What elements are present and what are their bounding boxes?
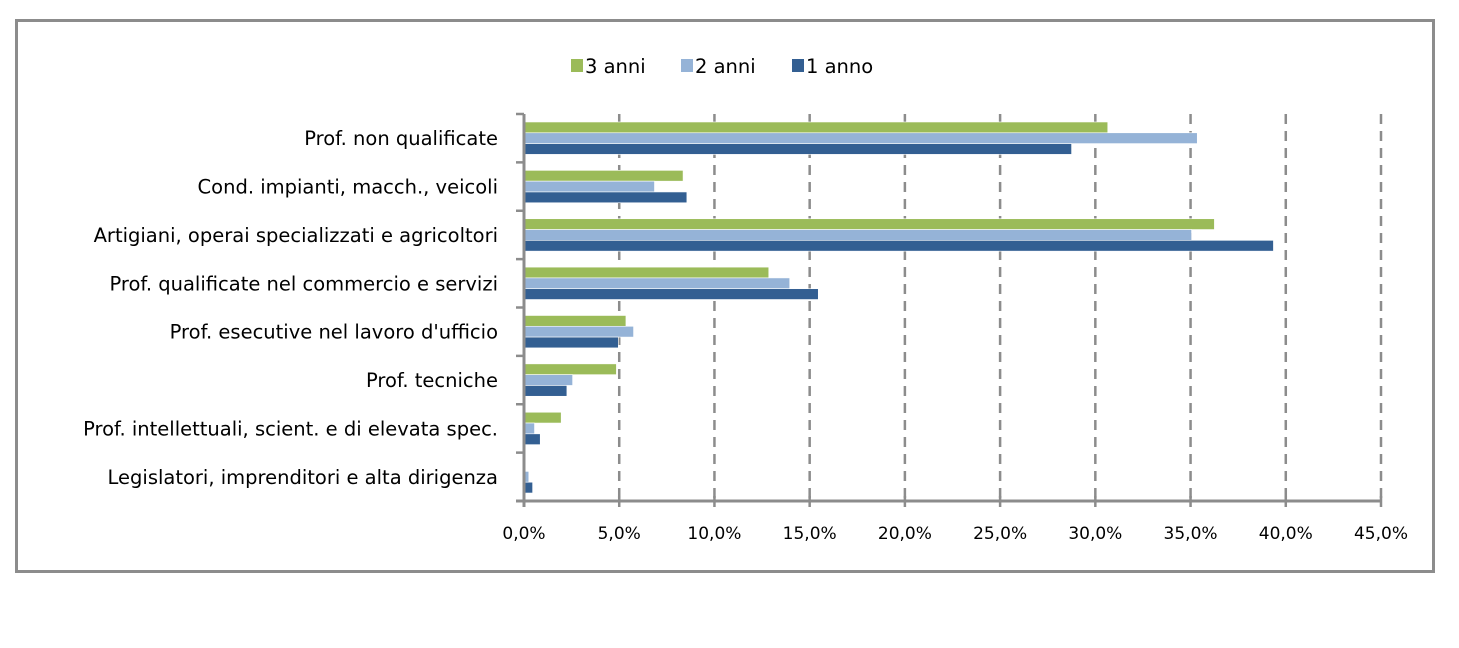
category-label: Prof. tecniche [366, 369, 498, 392]
category-label: Prof. qualificate nel commercio e serviz… [109, 272, 498, 295]
bar [524, 143, 1072, 155]
bar [524, 121, 1109, 134]
bar [524, 132, 1198, 144]
bar [524, 411, 562, 424]
bars [524, 121, 1274, 494]
bar [524, 374, 573, 386]
category-label: Legislatori, imprenditori e alta dirigen… [108, 466, 499, 489]
legend-swatch [571, 59, 583, 72]
bar [524, 277, 791, 290]
bar [524, 180, 655, 193]
category-label: Artigiani, operai specializzati e agrico… [94, 224, 498, 247]
legend-swatch [792, 59, 804, 72]
category-label: Cond. impianti, macch., veicoli [198, 176, 498, 199]
bar [524, 229, 1192, 241]
bar [524, 315, 627, 327]
labels: 0,0% 5,0% 10,0% 15,0% 20,0% 25,0% 30,0% 35,0% 40… [83, 127, 1408, 544]
x-tick-label: 20,0% [878, 524, 932, 544]
legend: 3 anni 2 anni 1 anno [571, 55, 873, 78]
bar [524, 240, 1274, 252]
legend-swatch [681, 59, 693, 72]
x-tick-label: 40,0% [1259, 524, 1313, 544]
bar [524, 363, 617, 375]
axes [516, 112, 1383, 507]
category-label: Prof. non qualificate [304, 127, 498, 150]
bar [524, 336, 619, 349]
category-label: Prof. intellettuali, scient. e di elevat… [83, 417, 498, 440]
legend-item: 2 anni [681, 55, 756, 78]
bar [524, 288, 819, 300]
legend-label: 2 anni [695, 55, 756, 78]
bar [524, 325, 634, 338]
bar [524, 191, 688, 204]
bar [524, 385, 568, 397]
x-tick-label: 45,0% [1354, 524, 1408, 544]
bar [524, 422, 535, 435]
x-tick-label: 0,0% [502, 524, 545, 544]
bar [524, 170, 684, 182]
bar [524, 218, 1215, 230]
x-tick-label: 35,0% [1164, 524, 1218, 544]
legend-label: 3 anni [585, 55, 646, 78]
x-tick-label: 25,0% [973, 524, 1027, 544]
category-label: Prof. esecutive nel lavoro d'ufficio [170, 321, 498, 344]
legend-item: 1 anno [792, 55, 873, 78]
gridlines [617, 114, 1383, 501]
x-tick-label: 30,0% [1068, 524, 1122, 544]
bar [524, 471, 530, 483]
legend-item: 3 anni [571, 55, 646, 78]
bar [524, 433, 541, 445]
x-tick-label: 15,0% [783, 524, 837, 544]
x-tick-label: 10,0% [687, 524, 741, 544]
legend-label: 1 anno [806, 55, 873, 78]
bar [524, 481, 533, 494]
bar [524, 266, 770, 279]
x-tick-label: 5,0% [598, 524, 641, 544]
